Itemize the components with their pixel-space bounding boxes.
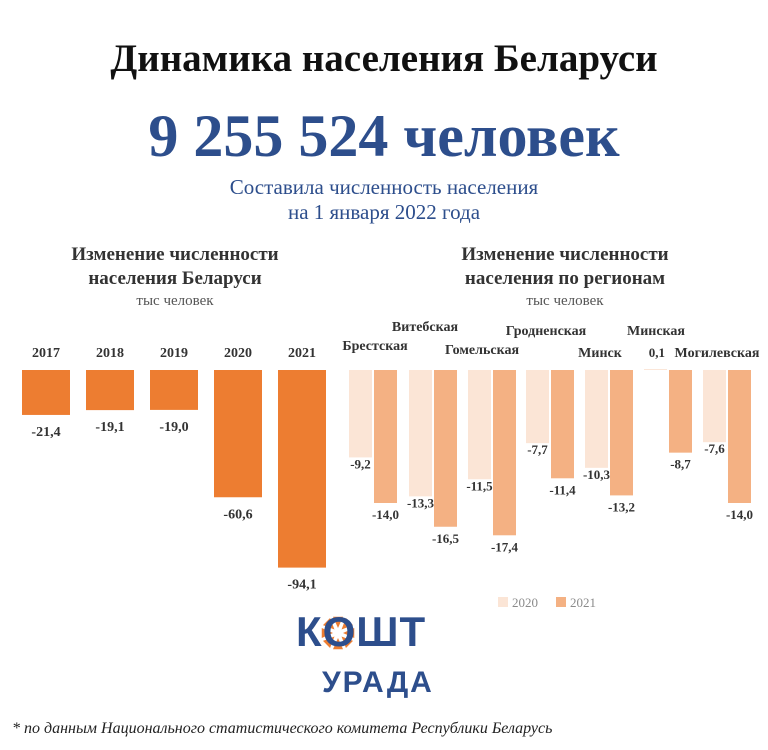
legend-swatch-2021 xyxy=(556,597,566,607)
region-value-2020-4: -10,3 xyxy=(583,467,611,482)
national-bar-2018 xyxy=(86,370,134,411)
national-bar-2017 xyxy=(22,370,70,415)
region-bar-2020-5 xyxy=(644,369,667,370)
regional-chart-unit: тыс человек xyxy=(526,293,604,309)
region-tick-4: Минск xyxy=(578,346,623,361)
page-title: Динамика населения Беларуси xyxy=(110,37,658,80)
region-bar-2021-4 xyxy=(610,370,633,496)
region-tick-0: Брестская xyxy=(342,339,408,354)
region-value-2020-6: -7,6 xyxy=(704,441,725,456)
logo: КОШТ УРАДА xyxy=(296,608,476,708)
region-value-2021-0: -14,0 xyxy=(372,507,399,522)
region-bar-2020-6 xyxy=(703,370,726,443)
national-chart-unit: тыс человек xyxy=(136,293,214,309)
region-bar-2020-4 xyxy=(585,370,608,468)
region-bar-2021-2 xyxy=(493,370,516,536)
national-chart-title-line-2: населения Беларуси xyxy=(88,268,262,289)
region-value-2020-1: -13,3 xyxy=(407,495,435,510)
region-value-2020-2: -11,5 xyxy=(466,478,493,493)
region-tick-3: Гродненская xyxy=(506,324,587,339)
region-tick-1: Витебская xyxy=(392,320,459,335)
logo-sunburst-ray xyxy=(341,617,354,630)
national-value-2020: -60,6 xyxy=(223,507,252,522)
footnote: * по данным Национального статистическог… xyxy=(12,720,553,737)
region-bar-2021-3 xyxy=(551,370,574,479)
national-tick-2017: 2017 xyxy=(32,346,60,361)
logo-sunburst-ray xyxy=(343,627,355,639)
region-bar-2020-2 xyxy=(468,370,491,480)
region-value-2020-3: -7,7 xyxy=(527,442,548,457)
region-value-2021-6: -14,0 xyxy=(726,507,753,522)
national-tick-2020: 2020 xyxy=(224,346,252,361)
national-value-2018: -19,1 xyxy=(95,420,124,435)
logo-sunburst-ray xyxy=(332,616,344,628)
region-bar-2020-1 xyxy=(409,370,432,497)
region-value-2021-5: -8,7 xyxy=(670,457,691,472)
region-tick-6: Могилевская xyxy=(675,346,760,361)
population-total: 9 255 524 человек xyxy=(148,103,620,169)
region-bar-2020-0 xyxy=(349,370,372,458)
legend-label-2021: 2021 xyxy=(570,595,596,610)
region-value-2020-0: -9,2 xyxy=(350,456,371,471)
national-tick-2021: 2021 xyxy=(288,346,316,361)
subtitle-line-1: Составила численность населения xyxy=(229,175,539,199)
regional-chart-title-line-1: Изменение численности xyxy=(461,244,669,265)
region-value-2020-5: 0,1 xyxy=(649,345,665,360)
legend-label-2020: 2020 xyxy=(512,595,538,610)
region-value-2021-4: -13,2 xyxy=(608,499,635,514)
national-value-2019: -19,0 xyxy=(159,420,188,435)
region-value-2021-2: -17,4 xyxy=(491,539,519,554)
region-bar-2021-1 xyxy=(434,370,457,527)
logo-sunburst-ray xyxy=(321,627,333,639)
national-bar-2020 xyxy=(214,370,262,498)
region-tick-5: Минская xyxy=(627,324,685,339)
national-chart-title-line-1: Изменение численности xyxy=(71,244,279,265)
logo-sunburst-ray xyxy=(341,636,354,649)
logo-bottom-text: УРАДА xyxy=(322,666,434,699)
region-bar-2020-3 xyxy=(526,370,549,444)
logo-top-text: КОШТ xyxy=(296,608,427,655)
region-value-2021-3: -11,4 xyxy=(549,482,576,497)
region-tick-2: Гомельская xyxy=(445,343,519,358)
national-bar-2019 xyxy=(150,370,198,410)
regional-chart-title: Изменение численности населения по регио… xyxy=(405,243,725,291)
region-value-2021-1: -16,5 xyxy=(432,531,460,546)
region-bar-2021-5 xyxy=(669,370,692,453)
region-bar-2021-6 xyxy=(728,370,751,503)
national-chart-title: Изменение численности населения Беларуси xyxy=(20,243,330,291)
national-bar-2021 xyxy=(278,370,326,568)
national-tick-2018: 2018 xyxy=(96,346,124,361)
national-tick-2019: 2019 xyxy=(160,346,188,361)
logo-sunburst-ray xyxy=(322,617,335,630)
region-bar-2021-0 xyxy=(374,370,397,503)
subtitle-line-2: на 1 января 2022 года xyxy=(287,200,481,224)
national-value-2017: -21,4 xyxy=(31,425,60,440)
national-value-2021: -94,1 xyxy=(287,578,316,593)
legend-swatch-2020 xyxy=(498,597,508,607)
regional-chart-title-line-2: населения по регионам xyxy=(464,268,666,289)
logo-sunburst-ray xyxy=(332,638,344,650)
logo-sunburst-ray xyxy=(322,636,335,649)
